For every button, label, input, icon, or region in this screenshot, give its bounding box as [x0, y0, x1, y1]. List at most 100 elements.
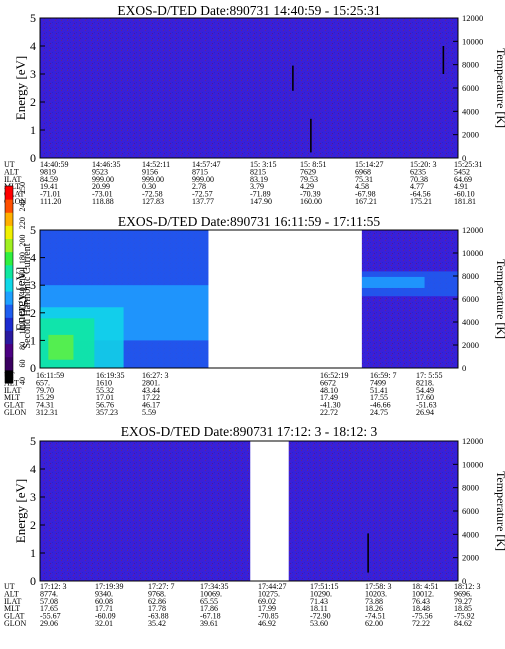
- table-cell: 17.22: [142, 393, 160, 402]
- table-cell: 17.71: [95, 604, 113, 613]
- y2-tick-label: 10000: [462, 248, 483, 258]
- colorbar-tick-label: 80: [18, 342, 27, 350]
- table-cell: 7499: [370, 378, 386, 387]
- table-cell: 79.53: [300, 175, 318, 184]
- table-cell: 16:27: 3: [142, 371, 168, 380]
- y-axis-label: Energy [eV]: [13, 479, 28, 543]
- table-cell: 6968: [355, 167, 371, 176]
- y2-tick-label: 2000: [462, 130, 479, 140]
- colorbar-tick-label: 60: [18, 359, 27, 367]
- table-cell: -73.01: [92, 190, 113, 199]
- colorbar-segment: [5, 199, 13, 213]
- table-cell: 312.31: [36, 408, 58, 417]
- y-tick-label: 4: [30, 462, 36, 476]
- colorbar-tick-label: 250: [18, 182, 27, 194]
- table-cell: 181.81: [454, 197, 476, 206]
- y2-tick-label: 8000: [462, 271, 479, 281]
- y2-tick-label: 0: [462, 153, 466, 163]
- table-cell: -55.67: [40, 612, 61, 621]
- y2-axis-label: Temperature [K]: [494, 48, 505, 128]
- colorbar-tick-label: 200: [18, 235, 27, 247]
- table-cell: -72.57: [192, 190, 213, 199]
- table-cell: 16:19:35: [96, 371, 124, 380]
- colorbar-tick-label: 240: [18, 200, 27, 212]
- table-cell: 39.61: [200, 619, 218, 628]
- table-cell: 69.02: [258, 597, 276, 606]
- table-cell: -72.58: [142, 190, 163, 199]
- table-cell: 14:57:47: [192, 160, 220, 169]
- table-cell: 18:12: 3: [454, 582, 480, 591]
- y-tick-label: 0: [30, 361, 36, 375]
- table-cell: 10012.: [412, 589, 434, 598]
- table-row-label: GLON: [4, 197, 26, 206]
- table-cell: 999.00: [192, 175, 214, 184]
- y2-tick-label: 4000: [462, 317, 479, 327]
- table-cell: -67.18: [200, 612, 221, 621]
- table-cell: 160.00: [300, 197, 322, 206]
- table-cell: 137.77: [192, 197, 214, 206]
- table-cell: 14:40:59: [40, 160, 68, 169]
- table-cell: 62.00: [365, 619, 383, 628]
- table-cell: 17:58: 3: [365, 582, 391, 591]
- y2-tick-label: 10000: [462, 36, 483, 46]
- table-cell: 84.62: [454, 619, 472, 628]
- table-row-label: ILAT: [4, 386, 21, 395]
- colorbar-segment: [5, 251, 13, 266]
- table-cell: 71.43: [310, 597, 328, 606]
- y-tick-label: 1: [30, 333, 36, 347]
- table-cell: 7629: [300, 167, 316, 176]
- table-cell: 18.48: [412, 604, 430, 613]
- table-cell: 15: 8:51: [300, 160, 326, 169]
- y2-axis-label: Temperature [K]: [494, 259, 505, 339]
- table-cell: -70.39: [300, 190, 321, 199]
- y-tick-label: 0: [30, 151, 36, 165]
- table-cell: 9156: [142, 167, 158, 176]
- table-cell: 20.99: [92, 182, 110, 191]
- y-tick-label: 2: [30, 518, 36, 532]
- colorbar-tick-label: 180: [18, 252, 27, 264]
- y-tick-label: 1: [30, 546, 36, 560]
- colorbar-segment: [5, 356, 13, 371]
- table-cell: 17.78: [148, 604, 166, 613]
- colorbar-tick-label: 120: [18, 305, 27, 317]
- y2-tick-label: 10000: [462, 459, 483, 469]
- table-cell: 15.29: [36, 393, 54, 402]
- table-cell: 18: 4:51: [412, 582, 438, 591]
- y-tick-label: 3: [30, 67, 36, 81]
- table-cell: 9340.: [95, 589, 113, 598]
- table-row-label: GLON: [4, 619, 26, 628]
- table-cell: 17:19:39: [95, 582, 123, 591]
- table-row-label: ALT: [4, 589, 19, 598]
- colorbar-segment: [5, 304, 13, 318]
- table-cell: 17.99: [258, 604, 276, 613]
- table-cell: 35.42: [148, 619, 166, 628]
- panel-title: EXOS-D/TED Date:890731 16:11:59 - 17:11:…: [118, 214, 380, 229]
- y-axis-label: Energy [eV]: [13, 56, 28, 120]
- y2-tick-label: 6000: [462, 506, 479, 516]
- table-cell: 16:59: 7: [370, 371, 396, 380]
- table-cell: 118.88: [92, 197, 114, 206]
- colorbar-label: Second Harmonic Current: [22, 243, 33, 348]
- table-cell: 64.69: [454, 175, 472, 184]
- table-cell: 167.21: [355, 197, 377, 206]
- table-cell: 2.78: [192, 182, 206, 191]
- table-cell: 8774.: [40, 589, 58, 598]
- colorbar-frame: [4, 185, 14, 384]
- table-cell: 51.41: [370, 386, 388, 395]
- spectrogram-background: [40, 18, 458, 158]
- table-cell: 10069.: [200, 589, 222, 598]
- table-cell: 65.55: [200, 597, 218, 606]
- colorbar-segment: [5, 264, 13, 279]
- table-cell: -75.92: [454, 612, 475, 621]
- table-cell: 17.55: [370, 393, 388, 402]
- table-cell: 9523: [92, 167, 108, 176]
- table-row-label: MLT: [4, 393, 20, 402]
- table-cell: -74.51: [365, 612, 386, 621]
- data-gap: [250, 441, 289, 581]
- table-cell: 1610: [96, 378, 112, 387]
- table-cell: 4.91: [454, 182, 468, 191]
- table-row-label: ILAT: [4, 175, 21, 184]
- table-cell: 48.10: [320, 386, 338, 395]
- table-cell: 4.58: [355, 182, 369, 191]
- table-cell: 175.21: [410, 197, 432, 206]
